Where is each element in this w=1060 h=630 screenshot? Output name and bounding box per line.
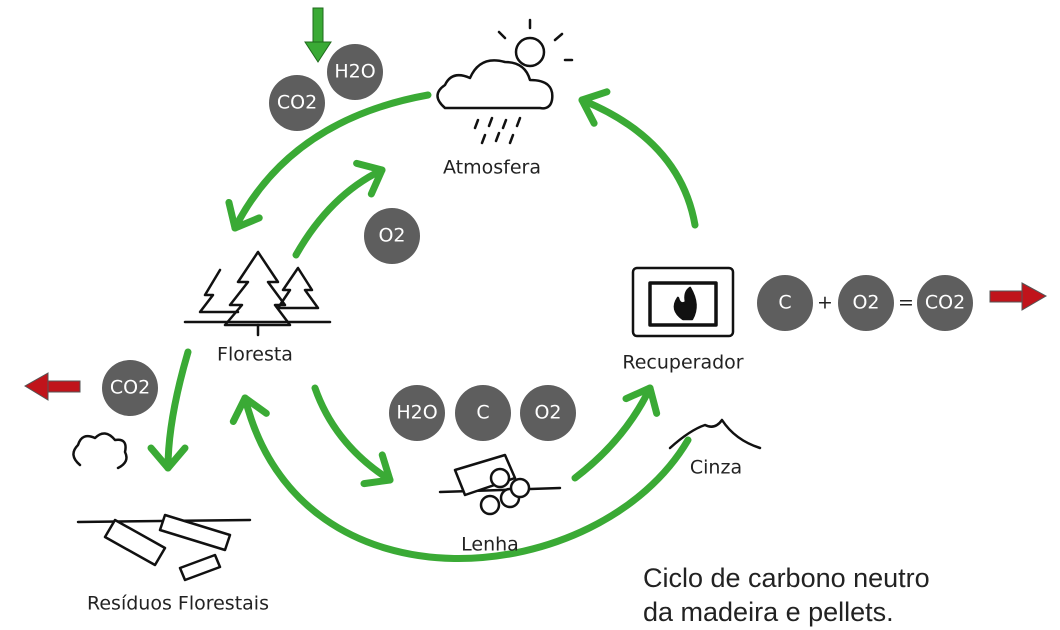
flow-arrows <box>25 8 1046 400</box>
arrow <box>315 388 390 480</box>
molecule-label: CO2 <box>110 377 150 399</box>
right-arrow <box>990 291 1024 302</box>
cycle-arrows <box>168 95 695 559</box>
down-arrow-head <box>305 42 331 62</box>
molecule-label: CO2 <box>925 292 965 314</box>
logs-icon <box>440 455 560 514</box>
arrow <box>168 352 188 468</box>
molecule-label: O2 <box>378 225 405 247</box>
molecule-label: H2O <box>396 402 437 424</box>
molecule-label: O2 <box>852 292 879 314</box>
stove-icon <box>633 268 733 336</box>
right-arrow-head <box>1022 283 1046 310</box>
forest-icon <box>185 252 330 335</box>
operator: + <box>817 292 833 314</box>
arrow <box>575 388 650 478</box>
left-arrow <box>46 381 80 392</box>
cloud-icon <box>438 20 573 143</box>
node-label: Cinza <box>690 457 742 479</box>
node-label: Recuperador <box>622 352 743 374</box>
arrow <box>582 100 695 225</box>
molecule-label: C <box>778 292 791 314</box>
molecule-label: H2O <box>334 61 375 83</box>
node-label: Lenha <box>461 534 519 556</box>
molecule-label: CO2 <box>277 92 317 114</box>
molecule-label: C <box>476 402 489 424</box>
node-label: Atmosfera <box>443 157 541 179</box>
icons <box>73 20 760 580</box>
caption-line: da madeira e pellets. <box>643 597 894 627</box>
caption-line: Ciclo de carbono neutro <box>643 563 930 593</box>
molecule-label: O2 <box>534 402 561 424</box>
diagram: CO2H2OO2H2OCO2CO2CO2CO2 Atmosfera Flores… <box>0 0 1060 630</box>
smoke-icon <box>73 433 126 468</box>
node-label: Floresta <box>217 344 293 366</box>
down-arrow <box>313 8 323 44</box>
residues-icon <box>78 515 250 580</box>
operator: = <box>898 292 914 314</box>
left-arrow-head <box>25 373 48 400</box>
node-label: Resíduos Florestais <box>87 593 269 615</box>
